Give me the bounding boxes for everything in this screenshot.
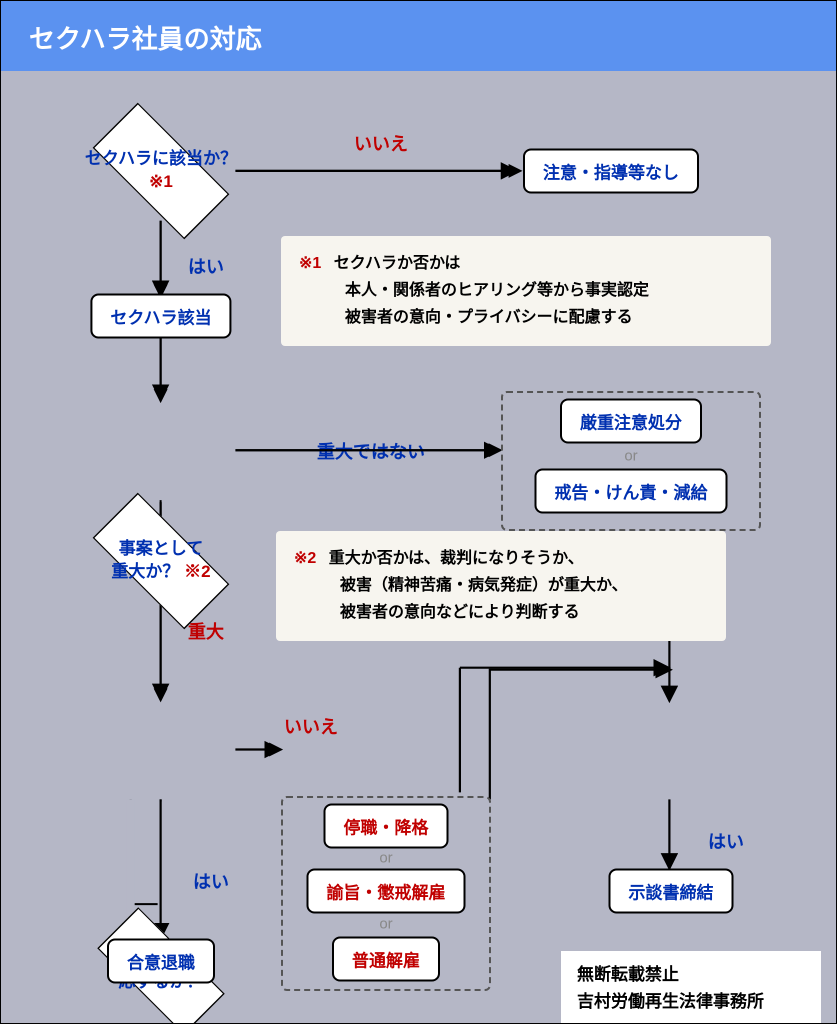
footer-attribution: 無断転載禁止 吉村労働再生法律事務所 (561, 951, 821, 1024)
d1-asterisk: ※1 (149, 171, 173, 194)
note-2: ※2 重大か否かは、裁判になりそうか、 被害（精神苦痛・病気発症）が重大か、 被… (276, 531, 726, 641)
label-d2-serious: 重大 (188, 618, 224, 644)
box-no-action: 注意・指導等なし (523, 149, 699, 194)
label-d4-yes: はい (708, 828, 744, 854)
box-reprimand: 戒告・けん責・減給 (535, 469, 728, 514)
or-label-2: or (379, 850, 392, 867)
label-d3-no: いいえ (284, 713, 338, 739)
d2-asterisk: ※2 (184, 562, 210, 581)
decision-serious: 事案として 重大か？ ※2 (71, 506, 251, 616)
d1-line1: セクハラに該当か？ (85, 148, 237, 171)
label-d3-yes: はい (193, 868, 229, 894)
note2-line0: 重大か否かは、裁判になりそうか、 (329, 550, 584, 567)
note-1: ※1 セクハラか否かは 本人・関係者のヒアリング等から事実認定 被害者の意向・プ… (281, 236, 771, 346)
box-ordinary-dismissal: 普通解雇 (332, 937, 440, 982)
box-severe-warning: 厳重注意処分 (560, 399, 702, 444)
or-label-3: or (379, 916, 392, 933)
label-d1-yes: はい (188, 253, 224, 279)
footer-line1: 無断転載禁止 (577, 961, 805, 988)
box-settlement-doc: 示談書締結 (609, 869, 734, 914)
note2-line2: 被害者の意向などにより判断する (340, 599, 580, 626)
flowchart-canvas: セクハラに該当か？ ※1 事案として 重大か？ ※2 退職勧奨に 応ずるか？ 示… (1, 71, 836, 1023)
d2-line2: 重大か？ (111, 562, 179, 581)
label-d2-notserious: 重大ではない (317, 438, 425, 464)
page-title: セクハラ社員の対応 (1, 1, 836, 74)
footer-line2: 吉村労働再生法律事務所 (577, 988, 805, 1015)
box-disciplinary-dismissal: 諭旨・懲戒解雇 (307, 869, 466, 914)
note1-line1: 本人・関係者のヒアリング等から事実認定 (345, 277, 649, 304)
or-label-1: or (624, 448, 637, 465)
box-suspension: 停職・降格 (324, 804, 449, 849)
note2-asterisk: ※2 (294, 550, 316, 567)
box-agreed-resign: 合意退職 (107, 939, 215, 984)
note2-line1: 被害（精神苦痛・病気発症）が重大か、 (340, 572, 628, 599)
label-d1-no: いいえ (354, 130, 408, 156)
d2-line1: 事案として (119, 538, 204, 561)
note1-asterisk: ※1 (299, 255, 321, 272)
decision-harassment: セクハラに該当か？ ※1 (71, 116, 251, 226)
box-applicable: セクハラ該当 (90, 294, 231, 339)
note1-line0: セクハラか否かは (334, 255, 461, 272)
note1-line2: 被害者の意向・プライバシーに配慮する (345, 304, 633, 331)
